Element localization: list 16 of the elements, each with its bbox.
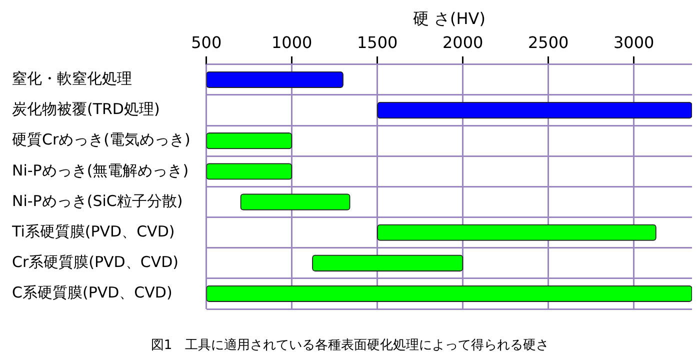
x-tick-label: 500 (191, 32, 222, 52)
caption: 図1 工具に適用されている各種表面硬化処理によって得られる硬さ (150, 337, 550, 354)
x-tick-label: 2000 (442, 32, 484, 52)
y-tick-label: Cr系硬質膜(PVD、CVD) (12, 253, 178, 272)
y-tick-label: Ti系硬質膜(PVD、CVD) (11, 222, 175, 240)
y-tick-label: C系硬質膜(PVD、CVD) (12, 284, 172, 302)
x-tick-label: 1500 (356, 32, 398, 52)
x-tick-label: 3000 (614, 32, 654, 52)
y-tick-label: 炭化物被覆(TRD処理) (12, 100, 160, 118)
x-axis-title: 硬 さ(HV) (412, 8, 486, 28)
y-tick-label: Ni-Pめっき(SiC粒子分散) (12, 192, 183, 210)
x-tick-label: 2500 (528, 32, 569, 52)
y-tick-label: Ni-Pめっき(無電解めっき) (12, 161, 189, 180)
y-tick-label: 窒化・軟窒化処理 (12, 70, 132, 88)
x-tick-label: 1000 (271, 32, 312, 52)
y-tick-label: 硬質Crめっき(電気めっき) (12, 130, 190, 149)
